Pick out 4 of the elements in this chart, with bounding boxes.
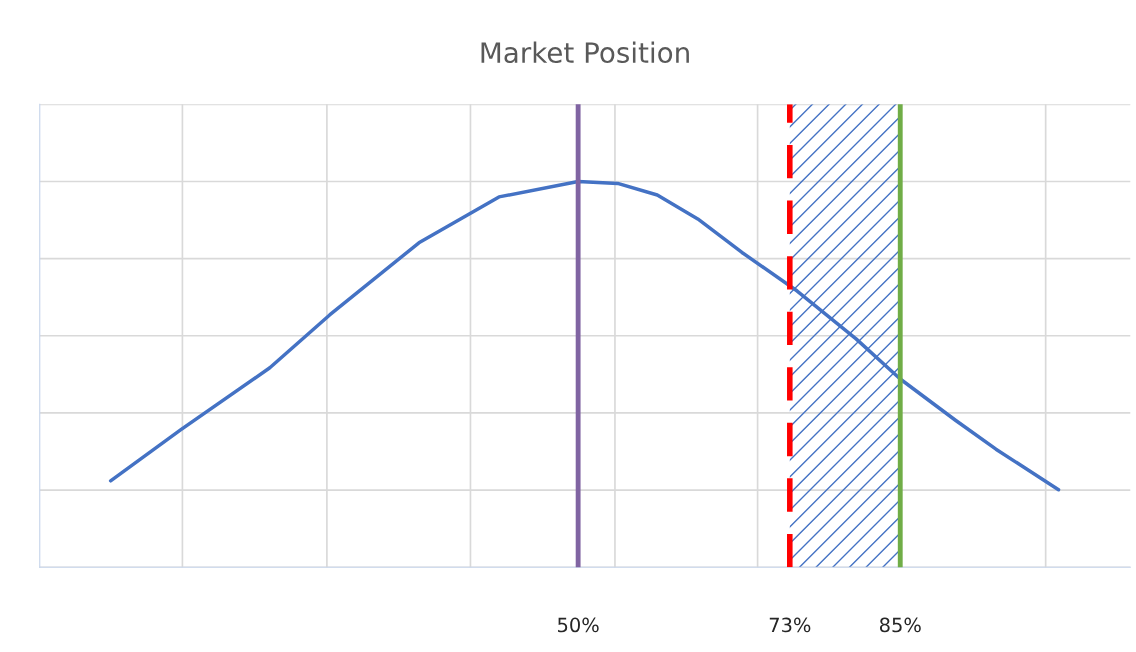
chart-title: Market Position — [481, 41, 689, 64]
x-tick-label: 85% — [879, 617, 921, 633]
x-tick-label: 50% — [558, 617, 599, 633]
x-tick-label: 73% — [769, 617, 811, 633]
